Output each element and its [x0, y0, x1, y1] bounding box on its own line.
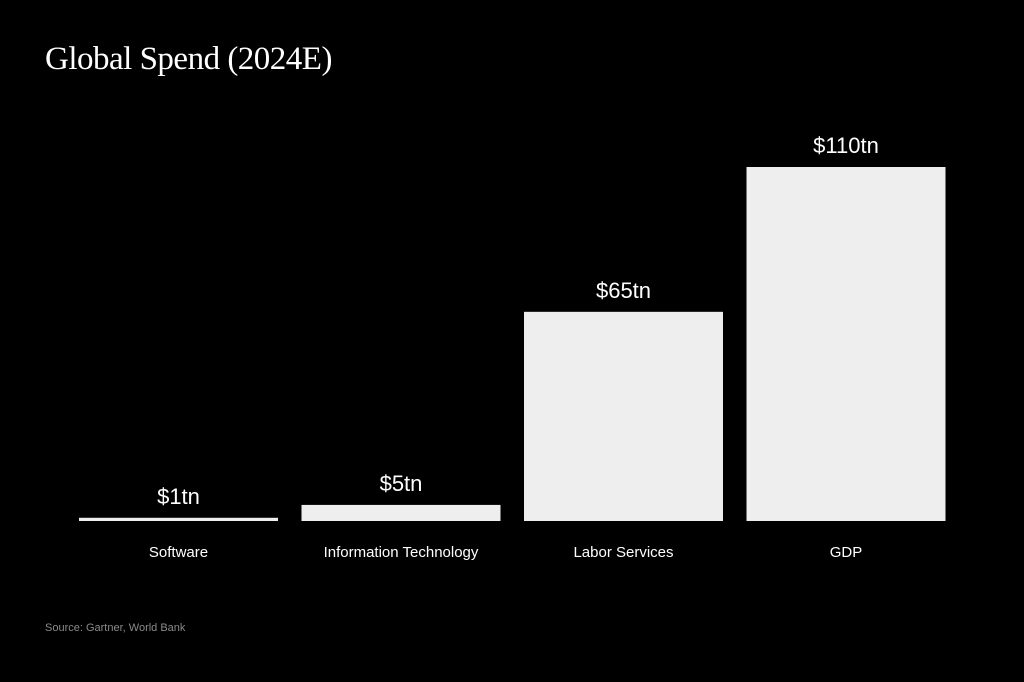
- bar-gdp: [746, 167, 946, 521]
- value-labels-layer: $1tn $5tn $65tn $110tn: [157, 133, 879, 509]
- chart-title: Global Spend (2024E): [45, 41, 332, 77]
- category-label-software: Software: [149, 544, 208, 561]
- bar-information-technology: [301, 504, 501, 521]
- category-label-information-technology: Information Technology: [324, 544, 479, 561]
- category-label-gdp: GDP: [830, 544, 863, 561]
- category-labels-layer: Software Information Technology Labor Serv…: [149, 544, 862, 561]
- bar-labor-services: [524, 311, 723, 521]
- bar-chart: $1tn $5tn $65tn $110tn Software Information …: [79, 133, 946, 561]
- bar-software: [79, 517, 278, 521]
- value-label-labor-services: $65tn: [596, 278, 651, 303]
- value-label-software: $1tn: [157, 484, 200, 509]
- category-label-labor-services: Labor Services: [573, 544, 673, 561]
- value-label-information-technology: $5tn: [380, 471, 423, 496]
- value-label-gdp: $110tn: [813, 133, 879, 158]
- bars-layer: [79, 167, 946, 521]
- source-note: Source: Gartner, World Bank: [45, 622, 186, 634]
